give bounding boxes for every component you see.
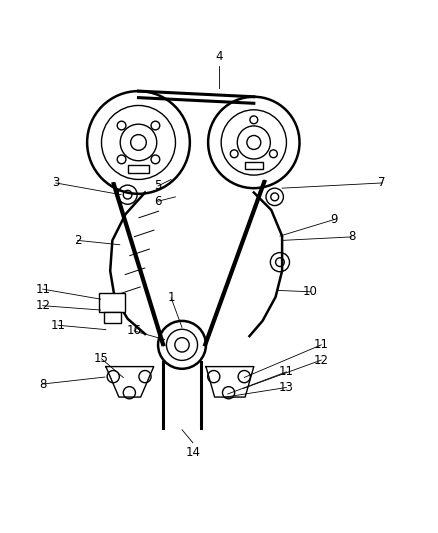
Text: 11: 11	[50, 319, 65, 332]
Text: 12: 12	[314, 353, 329, 367]
Text: 11: 11	[279, 365, 294, 378]
FancyBboxPatch shape	[245, 162, 262, 169]
Text: 6: 6	[154, 195, 162, 208]
Text: 7: 7	[378, 176, 386, 189]
FancyBboxPatch shape	[104, 312, 121, 323]
FancyBboxPatch shape	[99, 293, 125, 312]
FancyBboxPatch shape	[127, 165, 149, 173]
Text: 8: 8	[348, 230, 355, 244]
Text: 16: 16	[127, 325, 141, 337]
Text: 8: 8	[39, 377, 46, 391]
Text: 2: 2	[74, 234, 81, 247]
Text: 9: 9	[331, 213, 338, 226]
Text: 12: 12	[35, 299, 50, 312]
Text: 1: 1	[167, 292, 175, 304]
Text: 13: 13	[279, 381, 294, 394]
Text: 11: 11	[35, 282, 50, 296]
Text: 5: 5	[154, 180, 162, 192]
Text: 11: 11	[314, 338, 329, 351]
Text: 3: 3	[52, 176, 60, 189]
Text: 10: 10	[303, 285, 318, 298]
Text: 15: 15	[94, 352, 109, 365]
Text: 14: 14	[185, 446, 201, 459]
Text: 4: 4	[215, 50, 223, 63]
